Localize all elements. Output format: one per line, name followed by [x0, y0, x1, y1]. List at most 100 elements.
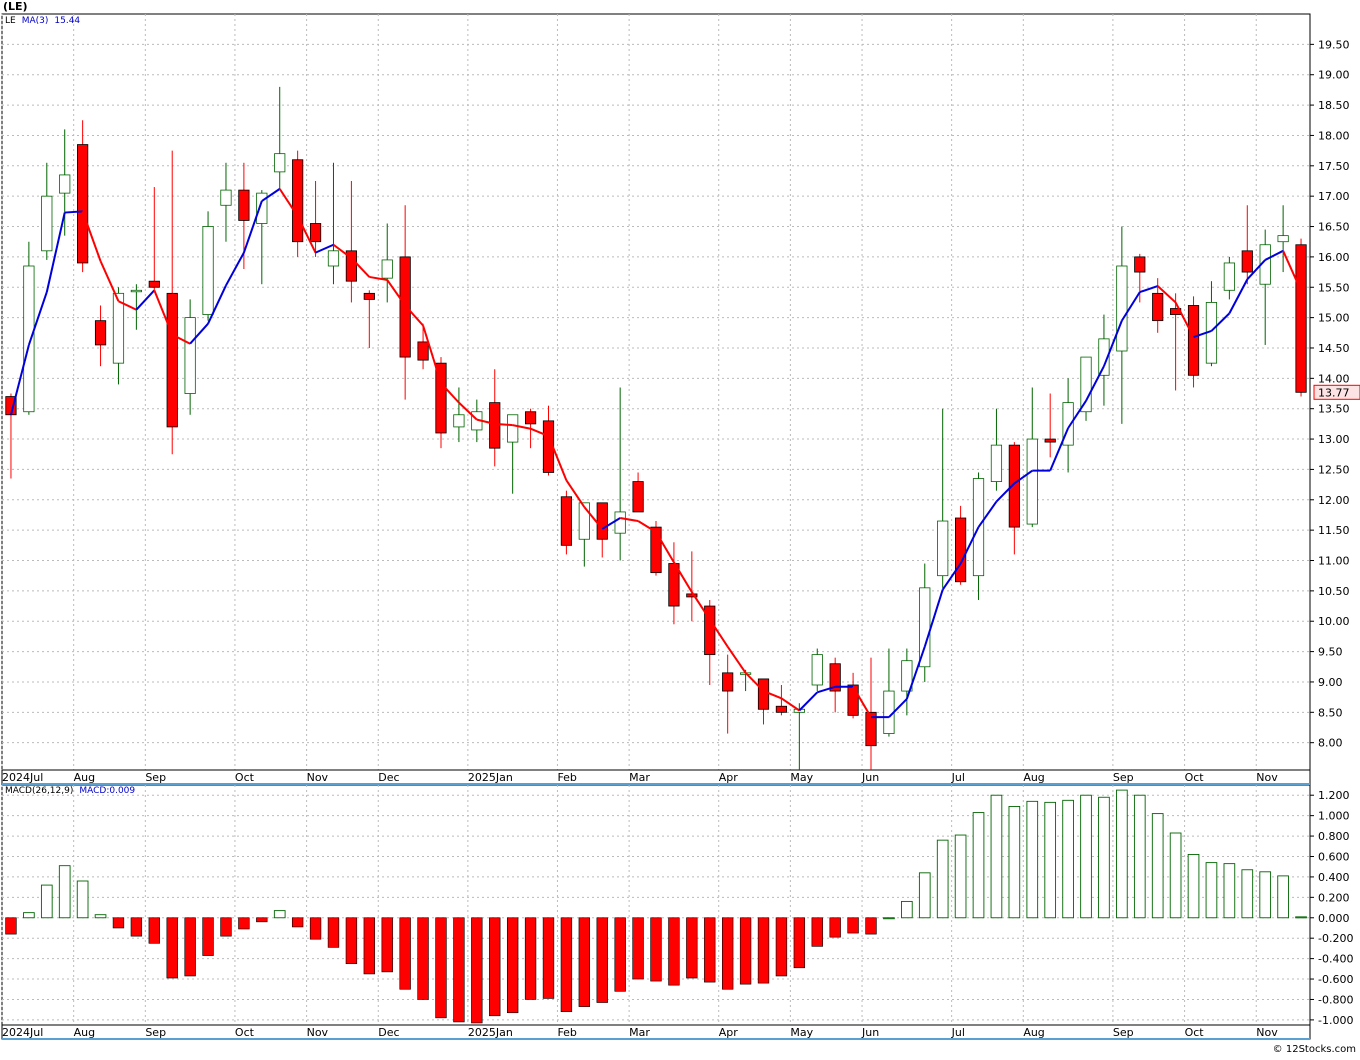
- macd-bar: [793, 917, 806, 969]
- macd-bar: [202, 917, 214, 956]
- macd-x-tick-label: 2025Jan: [468, 1026, 513, 1039]
- macd-bar: [936, 839, 949, 919]
- legend-ticker: LE: [5, 16, 16, 26]
- price-legend: LE MA(3) 15.44: [5, 16, 86, 26]
- ma3-line-segment: [1210, 312, 1231, 332]
- price-y-tick-label: 13.50: [1318, 403, 1350, 416]
- candle-body: [381, 259, 393, 279]
- macd-x-tick-label: Sep: [1113, 1026, 1134, 1039]
- candle-body: [309, 223, 322, 243]
- macd-y-tick-label: 1.200: [1318, 789, 1350, 802]
- price-x-tick-label: Oct: [1185, 771, 1205, 784]
- price-x-tick-label: 2025Jan: [468, 771, 513, 784]
- candle-body: [1241, 250, 1253, 273]
- ma3-line-segment: [977, 501, 998, 528]
- price-y-tick-label: 17.00: [1318, 190, 1350, 203]
- candle-body: [148, 280, 160, 288]
- price-y-tick-label: 8.00: [1318, 737, 1343, 750]
- macd-bar: [1151, 813, 1164, 919]
- candle-body: [363, 292, 375, 300]
- macd-bar: [1080, 794, 1092, 919]
- macd-x-tick-label: Apr: [719, 1026, 739, 1039]
- macd-y-tick-label: 0.800: [1318, 830, 1350, 843]
- macd-bar: [1187, 853, 1200, 919]
- last-price-label: 13.77: [1318, 386, 1350, 399]
- macd-bar: [148, 917, 160, 944]
- macd-bar: [220, 917, 232, 937]
- ma3-line-segment: [332, 243, 352, 259]
- macd-bar: [273, 910, 286, 919]
- price-x-tick-label: 2024Jul: [2, 771, 43, 784]
- macd-bar: [1116, 789, 1128, 919]
- ma3-line-segment: [422, 325, 442, 384]
- candle-body: [1152, 292, 1164, 322]
- macd-bar: [668, 917, 680, 986]
- candle-body: [345, 250, 357, 282]
- macd-bar: [1044, 801, 1057, 919]
- ma3-line-segment: [995, 482, 1016, 503]
- price-y-tick-label: 13.00: [1318, 433, 1350, 446]
- ma3-line-segment: [386, 279, 406, 307]
- candle-body: [937, 520, 949, 577]
- macd-x-tick-label: Oct: [1185, 1026, 1205, 1039]
- macd-bar: [650, 917, 662, 982]
- macd-bar: [363, 917, 375, 975]
- macd-bar: [847, 917, 859, 934]
- ma3-line-segment: [547, 435, 568, 481]
- ma3-line-segment: [476, 418, 495, 425]
- price-x-tick-label: Feb: [557, 771, 576, 784]
- macd-x-tick-label: Dec: [378, 1026, 399, 1039]
- macd-bar: [972, 812, 985, 919]
- macd-bar: [23, 912, 35, 919]
- macd-y-tick-label: 0.200: [1318, 891, 1350, 904]
- price-y-tick-label: 11.00: [1318, 555, 1350, 568]
- macd-bar: [381, 917, 393, 973]
- macd-x-tick-label: Jul: [951, 1026, 965, 1039]
- candle-body: [1134, 256, 1146, 273]
- macd-y-tick-label: 1.000: [1318, 810, 1350, 823]
- candle-body: [865, 711, 877, 747]
- candle-body: [578, 502, 590, 540]
- macd-bar: [309, 917, 322, 940]
- ma3-line-segment: [1139, 285, 1159, 294]
- price-y-tick-label: 11.50: [1318, 524, 1350, 537]
- ma3-line-segment: [852, 686, 872, 718]
- price-x-tick-label: Apr: [719, 771, 739, 784]
- candle-body: [507, 414, 519, 443]
- macd-x-tick-label: Nov: [307, 1026, 329, 1039]
- macd-bar: [1295, 916, 1307, 919]
- price-y-tick-label: 12.00: [1318, 494, 1350, 507]
- ma3-line-segment: [207, 285, 227, 325]
- ma3-line-segment: [494, 422, 513, 427]
- macd-y-tick-label: -1.000: [1318, 1014, 1353, 1027]
- macd-y-tick-label: -0.400: [1318, 953, 1353, 966]
- candle-body: [757, 678, 770, 710]
- ma3-line-segment: [261, 188, 281, 202]
- ma3-line-segment: [708, 618, 729, 648]
- ma3-line-segment: [744, 672, 765, 692]
- candle-body: [524, 411, 537, 425]
- candle-body: [1277, 235, 1289, 243]
- price-x-tick-label: Nov: [1256, 771, 1278, 784]
- candle-body: [220, 189, 232, 206]
- candle-body: [1062, 402, 1074, 446]
- macd-x-tick-label: May: [790, 1026, 813, 1039]
- candle-body: [1187, 305, 1200, 376]
- macd-bar: [130, 917, 143, 937]
- macd-bar: [1133, 794, 1146, 919]
- last-price-tag: [1313, 384, 1360, 400]
- footer-credit: © 12Stocks.com: [1272, 1044, 1356, 1055]
- candle-body: [112, 292, 125, 364]
- candle-body: [1116, 265, 1128, 352]
- ma3-line-segment: [798, 691, 818, 712]
- candle-body: [704, 605, 716, 656]
- macd-bar: [954, 834, 967, 919]
- macd-y-tick-label: -0.600: [1318, 973, 1353, 986]
- macd-y-tick-label: 0.600: [1318, 850, 1350, 863]
- candle-body: [901, 660, 913, 692]
- ma3-line-segment: [1103, 320, 1123, 367]
- price-y-tick-label: 15.00: [1318, 312, 1350, 325]
- price-y-tick-label: 16.00: [1318, 251, 1350, 264]
- candle-body: [130, 289, 142, 293]
- price-x-tick-label: Sep: [145, 771, 166, 784]
